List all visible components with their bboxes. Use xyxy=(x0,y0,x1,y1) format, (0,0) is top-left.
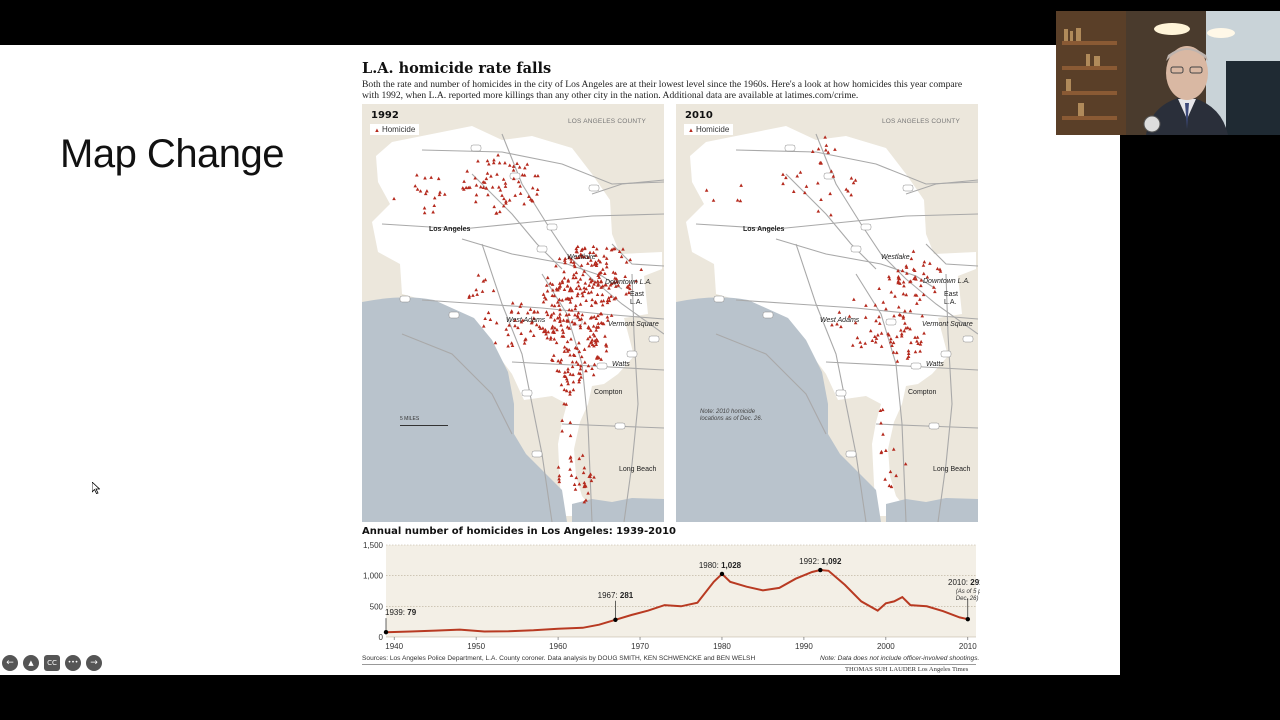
map-2010: 2010 ▲ Homicide LOS ANGELES COUNTY Los An… xyxy=(676,104,978,522)
more-options-icon[interactable]: ••• xyxy=(65,655,81,671)
homicide-triangle-icon: ▲ xyxy=(688,128,694,134)
x-tick-label: 2000 xyxy=(877,642,895,651)
x-tick-label: 1950 xyxy=(467,642,485,651)
place-vermont-square: Vermont Square xyxy=(922,321,973,328)
map-1992-base xyxy=(362,104,664,522)
place-los-angeles: Los Angeles xyxy=(429,226,471,233)
presentation-slide: Map Change L.A. homicide rate falls Both… xyxy=(0,45,1120,675)
mouse-cursor-icon xyxy=(91,481,101,499)
y-tick-label: 1,000 xyxy=(363,572,384,581)
county-label: LOS ANGELES COUNTY xyxy=(567,118,646,125)
place-compton: Compton xyxy=(594,389,623,396)
place-watts: Watts xyxy=(926,361,944,368)
x-tick-label: 2010 xyxy=(959,642,977,651)
annotation-label: 1967: 281 xyxy=(598,591,634,600)
x-tick-label: 1970 xyxy=(631,642,649,651)
map-legend: ▲ Homicide xyxy=(370,124,420,135)
y-tick-label: 1,500 xyxy=(363,541,384,550)
captions-icon[interactable]: CC xyxy=(44,655,60,671)
sources-text: Sources: Los Angeles Police Department, … xyxy=(362,655,756,662)
place-east-la: East L.A. xyxy=(944,291,959,306)
annotation-point xyxy=(719,571,725,577)
place-westlake: Westlake xyxy=(567,254,596,261)
homicide-line-chart: 0 500 1,000 1,500 1940 1950 1960 1970 1980 1990 20… xyxy=(363,541,980,651)
back-arrow-icon[interactable]: ← xyxy=(2,655,18,671)
place-downtown: Downtown L.A. xyxy=(923,278,971,285)
scale-bar xyxy=(400,425,448,426)
legend-label: Homicide xyxy=(695,125,730,134)
credit-text: THOMAS SUH LAUDER Los Angeles Times xyxy=(845,666,969,673)
place-downtown: Downtown L.A. xyxy=(605,279,653,286)
forward-arrow-icon[interactable]: → xyxy=(86,655,102,671)
place-westlake: Westlake xyxy=(881,254,910,261)
homicide-triangle-icon: ▲ xyxy=(374,128,380,134)
presentation-toolbar: ← ▲ CC ••• → xyxy=(2,655,102,671)
map-year-label: 2010 xyxy=(685,110,713,121)
scale-label: 5 MILES xyxy=(400,416,420,422)
homicide-series-line xyxy=(385,568,969,634)
place-vermont-square: Vermont Square xyxy=(608,321,659,328)
map-2010-base xyxy=(676,104,978,522)
map-legend: ▲ Homicide xyxy=(684,124,734,135)
credit-divider xyxy=(362,664,976,665)
place-west-adams: West Adams xyxy=(506,317,546,324)
x-tick-label: 1980 xyxy=(713,642,731,651)
chart-title: Annual number of homicides in Los Angele… xyxy=(362,526,676,537)
pointer-icon[interactable]: ▲ xyxy=(23,655,39,671)
data-note: Note: Data does not include officer-invo… xyxy=(820,655,980,662)
graphic-subtitle: Both the rate and number of homicides in… xyxy=(362,79,963,101)
annotation-point xyxy=(965,616,971,622)
place-watts: Watts xyxy=(612,361,630,368)
webcam-video-feed xyxy=(1056,11,1280,135)
place-east-la: East L.A. xyxy=(630,291,645,306)
x-tick-label: 1990 xyxy=(795,642,813,651)
place-long-beach: Long Beach xyxy=(933,466,971,473)
x-tick-label: 1960 xyxy=(549,642,567,651)
annotation-extra: (As of 5 p.m.,Dec. 26) xyxy=(956,589,980,602)
slide-title: Map Change xyxy=(60,132,285,176)
annotation-label: 1980: 1,028 xyxy=(699,561,742,570)
annotation-label: 1992: 1,092 xyxy=(799,557,842,566)
place-los-angeles: Los Angeles xyxy=(743,226,785,233)
place-compton: Compton xyxy=(908,389,937,396)
y-tick-label: 500 xyxy=(370,602,384,611)
county-label: LOS ANGELES COUNTY xyxy=(881,118,960,125)
place-long-beach: Long Beach xyxy=(619,466,657,473)
legend-label: Homicide xyxy=(381,125,416,134)
place-west-adams: West Adams xyxy=(820,317,860,324)
graphic-title: L.A. homicide rate falls xyxy=(362,60,552,77)
map-note: Note: 2010 homicide locations as of Dec.… xyxy=(700,409,763,422)
x-tick-label: 1940 xyxy=(385,642,403,651)
map-year-label: 1992 xyxy=(371,110,399,121)
presenter-video xyxy=(1056,11,1280,135)
annotation-label: 2010: 291 xyxy=(948,578,980,587)
map-1992: 1992 ▲ Homicide LOS ANGELES COUNTY Los An… xyxy=(362,104,664,522)
annotation-label: 1939: 79 xyxy=(385,608,417,617)
y-tick-label: 0 xyxy=(379,633,384,642)
annotation-point xyxy=(818,567,823,573)
